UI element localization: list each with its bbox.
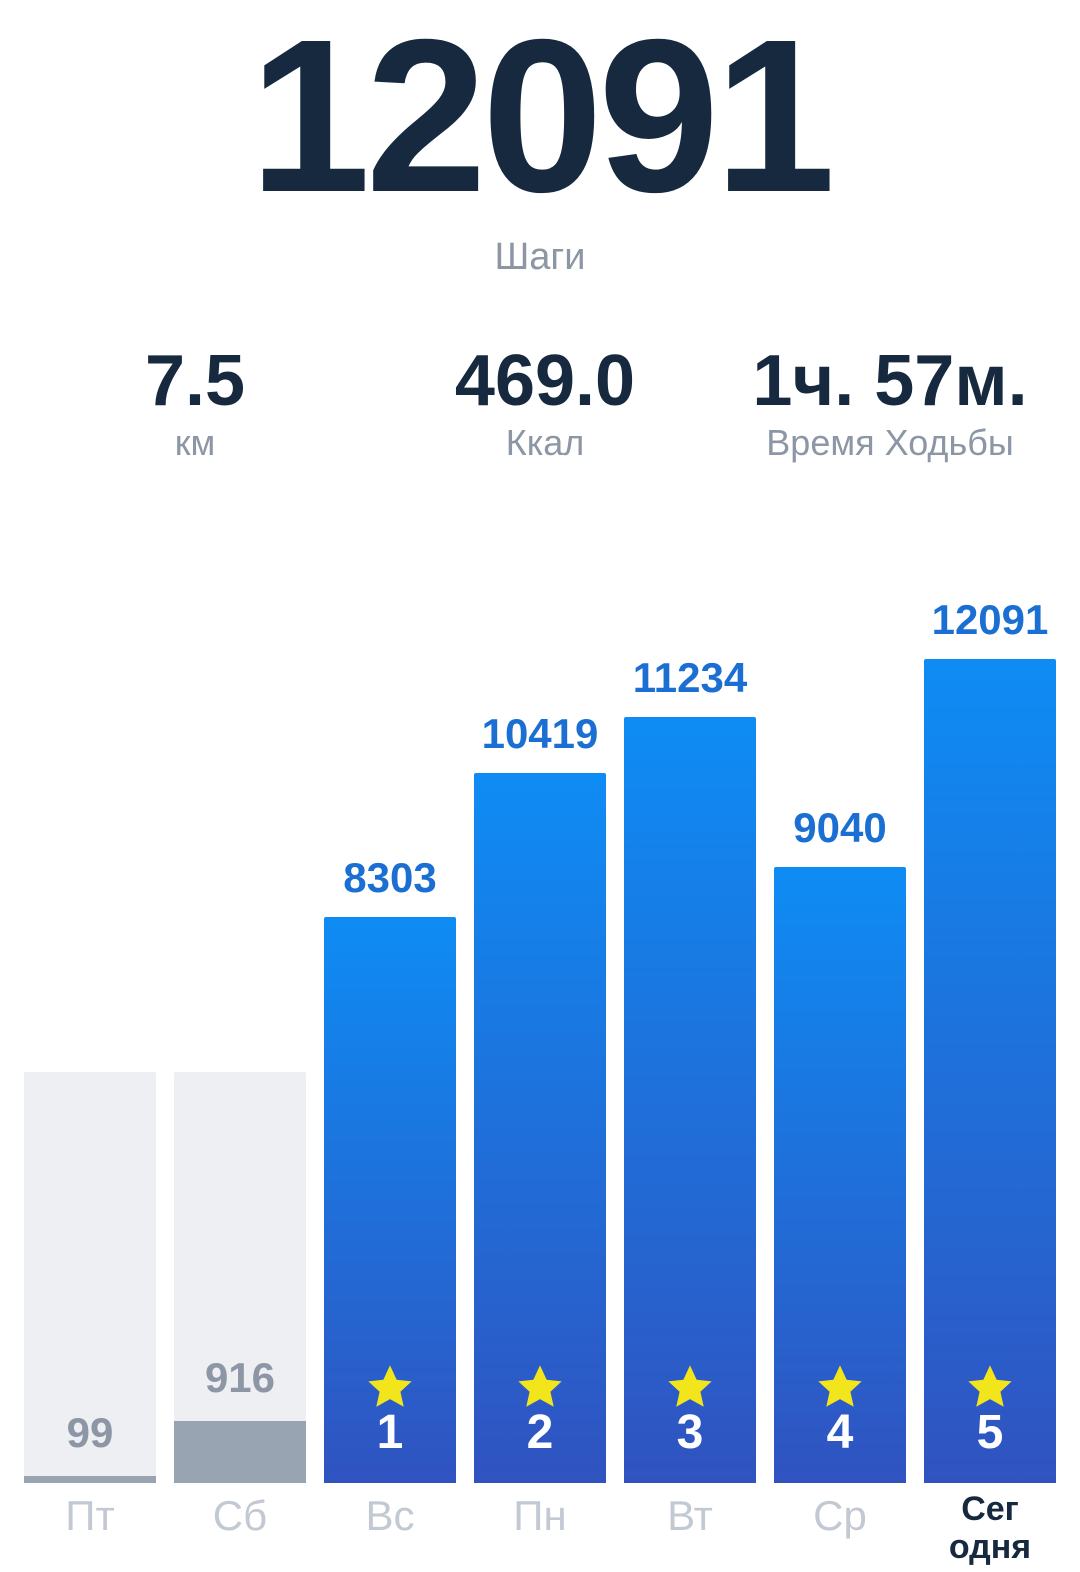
star-icon — [774, 1362, 906, 1412]
steps-bar-inactive — [24, 1476, 156, 1483]
streak-day-number: 5 — [976, 1406, 1004, 1459]
streak-day-number: 2 — [526, 1406, 554, 1459]
day-label: Вс — [365, 1492, 415, 1539]
steps-count-label: Шаги — [494, 236, 586, 278]
walking-time-label: Время Ходьбы — [766, 422, 1014, 463]
star-icon — [924, 1362, 1056, 1412]
bar-value-label: 99 — [66, 1409, 114, 1456]
star-icon — [324, 1362, 456, 1412]
distance-unit-label: км — [174, 422, 216, 463]
steps-bar[interactable] — [924, 659, 1056, 1483]
streak-day-number: 4 — [826, 1406, 854, 1459]
star-icon — [624, 1362, 756, 1412]
steps-bar[interactable] — [624, 717, 756, 1483]
streak-day-number: 3 — [676, 1406, 704, 1459]
stat-walking-time: 1ч. 57м. Время Ходьбы — [700, 343, 1080, 463]
bar-column-1: 99 — [24, 580, 156, 1483]
streak-day-number: 1 — [376, 1406, 404, 1459]
star-icon — [474, 1362, 606, 1412]
bar-value-label: 12091 — [931, 596, 1049, 643]
stat-calories: 469.0 Ккал — [390, 343, 700, 463]
day-label: Пт — [65, 1492, 115, 1539]
day-label-today-line: одня — [948, 1528, 1032, 1566]
bar-column-7: 12091 5 — [924, 580, 1056, 1483]
bar-value-label: 11234 — [632, 654, 748, 701]
stat-distance: 7.5 км — [0, 343, 390, 463]
steps-count: 12091 — [249, 0, 835, 238]
distance-value: 7.5 — [144, 341, 246, 421]
walking-time-value: 1ч. 57м. — [752, 341, 1028, 421]
bar-chart: 99 916 8303 1 10419 2 11234 3 9040 4 12091 5 — [24, 580, 1056, 1483]
day-labels: Пт Сб Вс Пн Вт Ср Сег одня — [24, 1490, 1056, 1566]
bar-value-label: 9040 — [793, 804, 887, 851]
day-label: Ср — [813, 1492, 867, 1539]
bar-column-2: 916 — [174, 580, 306, 1483]
day-label: Сб — [212, 1492, 268, 1539]
steps-bar[interactable] — [474, 773, 606, 1483]
goal-track[interactable] — [174, 1072, 306, 1483]
steps-bar-inactive — [174, 1421, 306, 1483]
day-label: Вт — [667, 1492, 713, 1539]
stats-row: 7.5 км 469.0 Ккал 1ч. 57м. Время Ходьбы — [0, 343, 1080, 463]
goal-track[interactable] — [24, 1072, 156, 1483]
bar-value-label: 8303 — [343, 854, 437, 901]
calories-value: 469.0 — [454, 341, 636, 421]
bar-column-4: 10419 2 — [474, 580, 606, 1483]
calories-unit-label: Ккал — [505, 422, 585, 463]
bar-column-3: 8303 1 — [324, 580, 456, 1483]
bar-value-label: 10419 — [481, 710, 599, 757]
day-label-today-line: Сег — [961, 1490, 1019, 1528]
day-label-today: Сег одня — [924, 1490, 1056, 1566]
bar-value-label: 916 — [204, 1354, 276, 1401]
day-label: Пн — [513, 1492, 567, 1539]
bar-column-5: 11234 3 — [624, 580, 756, 1483]
bar-column-6: 9040 4 — [774, 580, 906, 1483]
